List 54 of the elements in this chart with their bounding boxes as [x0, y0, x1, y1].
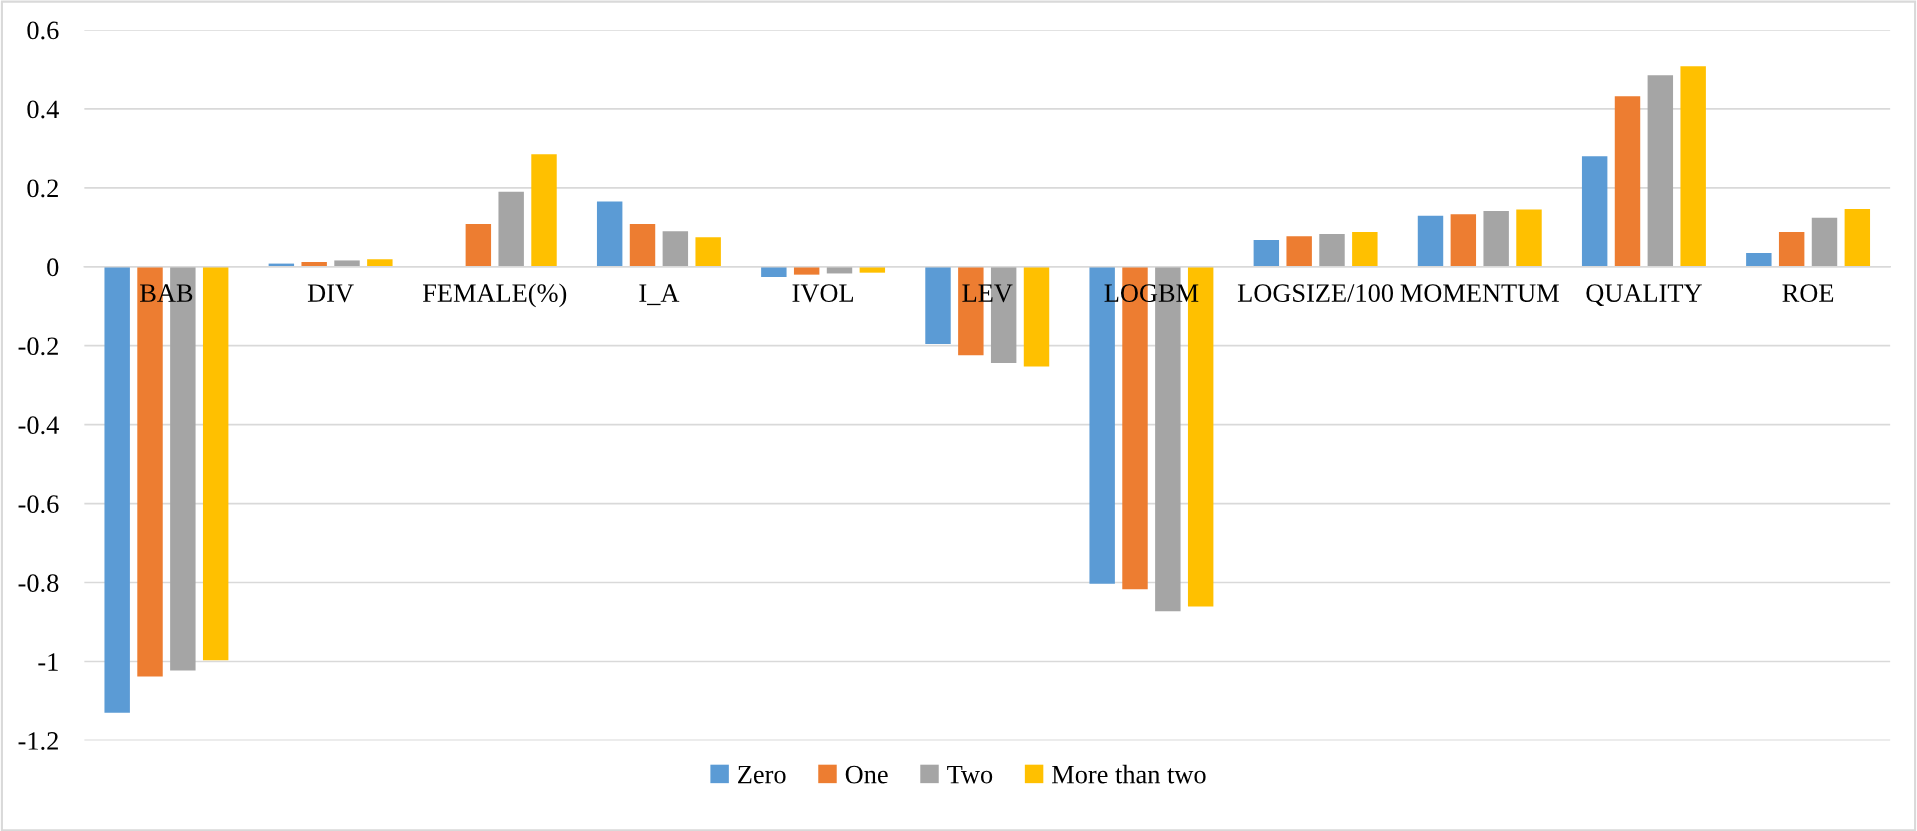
x-tick-label: BAB	[140, 284, 193, 302]
y-tick-label: 0	[47, 258, 59, 277]
bar	[1844, 209, 1871, 267]
x-tick-label: FEMALE(%)	[422, 283, 567, 308]
legend-label: One	[845, 765, 888, 784]
bar	[1746, 252, 1772, 267]
bar	[1680, 66, 1706, 267]
legend-label: More than two	[1052, 764, 1206, 784]
y-tick-label: -1	[38, 653, 58, 671]
bar	[531, 154, 557, 267]
bar	[465, 224, 492, 267]
y-tick-label: -0.2	[18, 337, 58, 356]
bar	[334, 260, 360, 267]
bar	[1778, 232, 1805, 267]
y-tick-label: -0.6	[18, 495, 59, 514]
bar	[367, 259, 393, 267]
bar	[1483, 211, 1509, 267]
bar	[202, 266, 229, 661]
bar	[1417, 215, 1444, 267]
y-tick-label: -1.2	[18, 732, 58, 750]
legend-label: Zero	[738, 765, 786, 784]
bar	[104, 266, 130, 713]
bar	[761, 266, 787, 278]
bar	[1581, 156, 1608, 267]
y-tick-label: 0.2	[27, 179, 58, 198]
bar	[1319, 233, 1345, 267]
x-tick-label: MOMENTUM	[1400, 284, 1559, 302]
bar	[1023, 266, 1050, 367]
bar	[1286, 236, 1312, 267]
bar	[695, 237, 721, 267]
y-tick-label: -0.4	[18, 416, 59, 435]
bar	[1614, 96, 1641, 267]
y-tick-label: 0.4	[27, 100, 59, 119]
bar	[662, 231, 689, 267]
x-tick-label: QUALITY	[1586, 284, 1702, 307]
bar	[498, 191, 524, 267]
y-tick-label: -0.8	[18, 574, 59, 593]
x-tick-label: IVOL	[792, 284, 854, 303]
bar	[1253, 239, 1280, 267]
bar	[1647, 75, 1674, 267]
bar	[1352, 232, 1378, 267]
y-tick-label: 0.6	[27, 21, 59, 40]
bar	[1516, 209, 1542, 267]
bar	[629, 224, 656, 267]
x-tick-label: ROE	[1782, 284, 1834, 302]
bar	[1450, 214, 1477, 267]
x-tick-label: DIV	[307, 284, 354, 303]
x-tick-label: LEV	[962, 284, 1013, 303]
legend-label: Two	[947, 765, 993, 784]
x-tick-label: LOGSIZE/100	[1237, 284, 1394, 302]
x-tick-label: I_A	[639, 284, 680, 306]
bar	[596, 201, 623, 267]
bar	[925, 266, 951, 345]
bar	[1811, 217, 1838, 267]
